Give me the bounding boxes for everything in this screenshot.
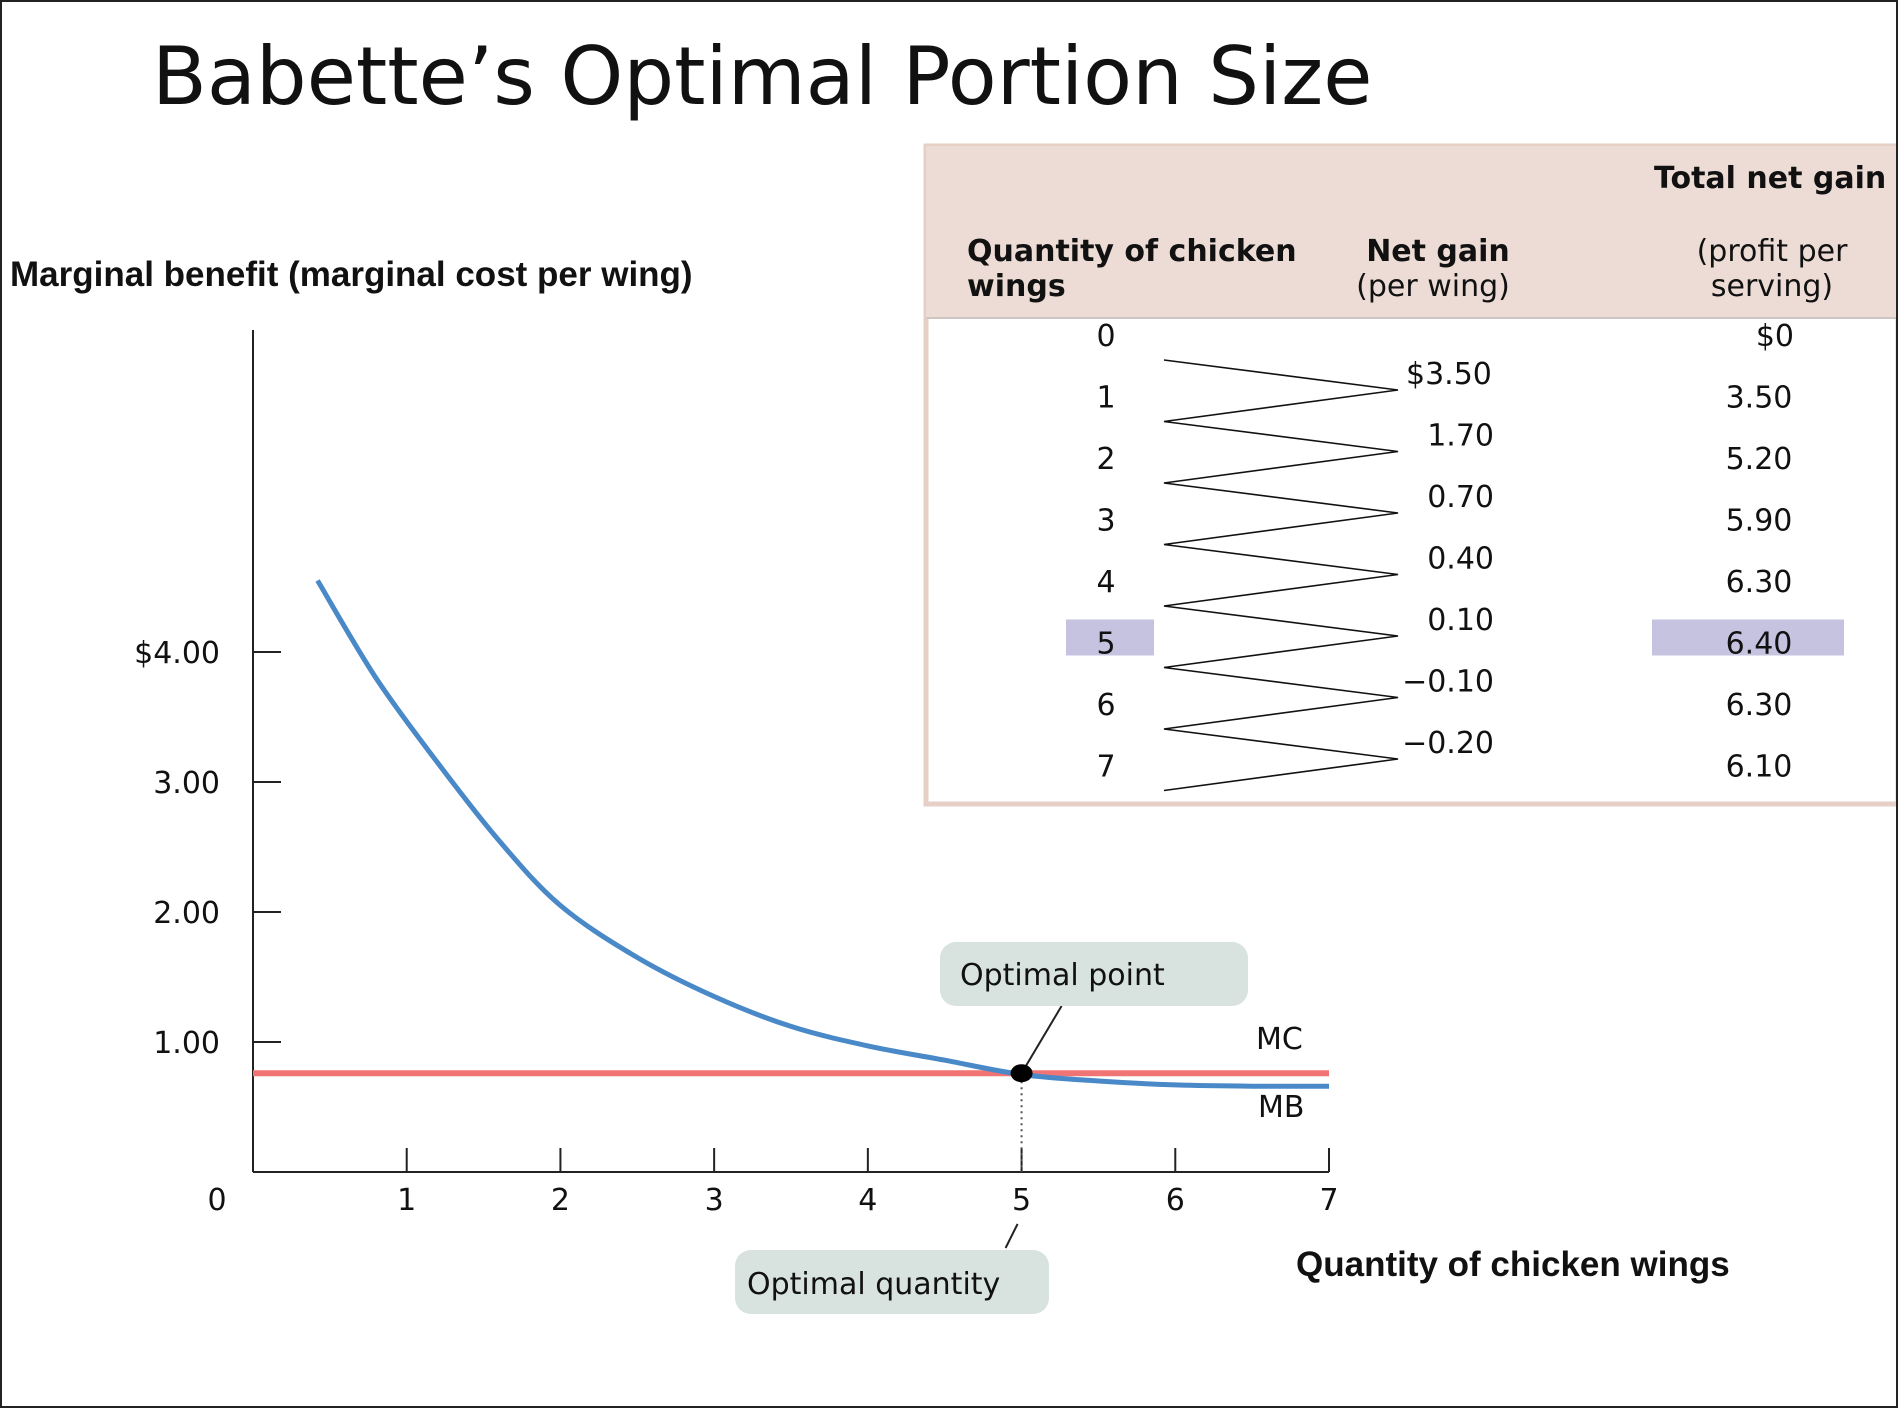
quantity-cell: 2 bbox=[1096, 442, 1115, 477]
table-header-band bbox=[926, 146, 1896, 318]
net-gain-cell: 0.10 bbox=[1427, 603, 1494, 638]
total-cell: $0 bbox=[1756, 319, 1794, 354]
mc-series-label: MC bbox=[1256, 1022, 1303, 1057]
highlight-quantity bbox=[1066, 619, 1154, 656]
net-gain-header: Net gain bbox=[1366, 234, 1510, 269]
y-tick-label: 3.00 bbox=[153, 766, 220, 801]
total-cell: 6.10 bbox=[1726, 750, 1793, 785]
net-gain-cell: 0.70 bbox=[1427, 480, 1494, 515]
mb-series-line bbox=[315, 579, 1330, 1089]
quantity-cell: 4 bbox=[1096, 565, 1115, 600]
table-rows: 0 1 2 3 4 5 6 7 $0 3.50 5.20 5.90 6.30 6.40 6.30 6.10 $3… bbox=[1066, 319, 1844, 792]
x-tick-label: 1 bbox=[397, 1183, 416, 1218]
quantity-header-2: wings bbox=[967, 269, 1066, 304]
total-subheader-1: (profit per bbox=[1697, 234, 1848, 269]
optimal-point-callout bbox=[940, 942, 1248, 1006]
quantity-cell: 7 bbox=[1096, 750, 1115, 785]
mb-series-label: MB bbox=[1258, 1090, 1304, 1125]
net-gain-cell: $3.50 bbox=[1406, 357, 1492, 392]
x-axis-label: Quantity of chicken wings bbox=[1296, 1245, 1730, 1284]
total-cell: 3.50 bbox=[1726, 381, 1793, 416]
quantity-cell: 5 bbox=[1096, 627, 1115, 662]
x-ticks: 1 2 3 4 5 6 7 bbox=[397, 1148, 1339, 1218]
x-tick-label: 7 bbox=[1319, 1183, 1338, 1218]
total-cell: 5.90 bbox=[1726, 504, 1793, 539]
total-cell: 6.30 bbox=[1726, 565, 1793, 600]
quantity-cell: 0 bbox=[1096, 319, 1115, 354]
x-tick-label: 4 bbox=[858, 1183, 877, 1218]
x-tick-label: 2 bbox=[551, 1183, 570, 1218]
highlight-total bbox=[1652, 619, 1844, 656]
y-ticks: 1.00 2.00 3.00 $4.00 bbox=[134, 636, 281, 1061]
total-subheader-2: serving) bbox=[1711, 269, 1833, 304]
optimal-quantity-callout-text: Optimal quantity bbox=[747, 1267, 1000, 1302]
total-cell: 5.20 bbox=[1726, 442, 1793, 477]
net-gain-cell: 0.40 bbox=[1427, 542, 1494, 577]
table-zigzag bbox=[1163, 359, 1399, 792]
total-header: Total net gain bbox=[1654, 161, 1886, 196]
total-cell: 6.30 bbox=[1726, 688, 1793, 723]
page-title: Babette’s Optimal Portion Size bbox=[152, 30, 1373, 123]
optimal-quantity-callout bbox=[735, 1250, 1049, 1314]
quantity-header-1: Quantity of chicken bbox=[967, 234, 1297, 269]
y-tick-label: 1.00 bbox=[153, 1026, 220, 1061]
y-tick-label: 2.00 bbox=[153, 896, 220, 931]
x-tick-label: 6 bbox=[1166, 1183, 1185, 1218]
quantity-cell: 1 bbox=[1096, 381, 1115, 416]
net-gain-subheader: (per wing) bbox=[1356, 269, 1510, 304]
net-gain-cell: −0.10 bbox=[1402, 665, 1494, 700]
quantity-cell: 6 bbox=[1096, 688, 1115, 723]
optimal-point-leader bbox=[1020, 1005, 1063, 1074]
total-cell: 6.40 bbox=[1726, 627, 1793, 662]
x-tick-label: 3 bbox=[705, 1183, 724, 1218]
quantity-cell: 3 bbox=[1096, 504, 1115, 539]
y-axis-label: Marginal benefit (marginal cost per wing… bbox=[10, 255, 693, 294]
x-tick-label: 5 bbox=[1012, 1183, 1031, 1218]
origin-label: 0 bbox=[207, 1183, 226, 1218]
optimal-quantity-leader bbox=[1004, 1223, 1019, 1249]
net-gain-table: Total net gain (profit per serving) Quan… bbox=[923, 143, 1896, 807]
optimal-point-callout-text: Optimal point bbox=[960, 958, 1165, 993]
y-tick-label: $4.00 bbox=[134, 636, 220, 671]
net-gain-cell: 1.70 bbox=[1427, 419, 1494, 454]
net-gain-cell: −0.20 bbox=[1402, 726, 1494, 761]
optimal-point-marker bbox=[1010, 1064, 1033, 1083]
